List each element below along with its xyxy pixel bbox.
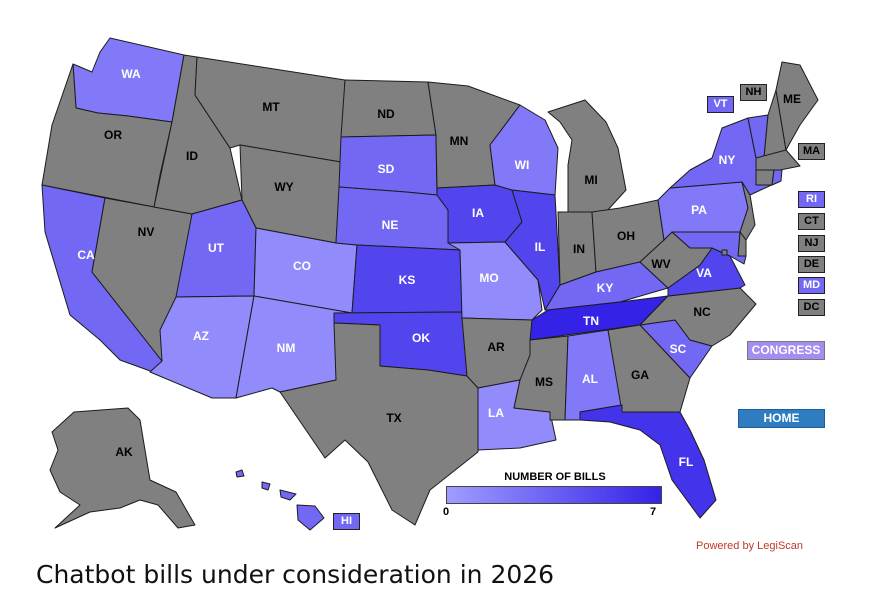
- state-MA[interactable]: [755, 149, 801, 171]
- label-LA: LA: [488, 406, 504, 420]
- label-CO: CO: [293, 259, 311, 273]
- state-box-MA[interactable]: MA: [798, 143, 825, 160]
- state-WI[interactable]: [489, 104, 559, 196]
- state-box-NJ[interactable]: NJ: [798, 235, 825, 252]
- legend-max-label: 7: [650, 506, 657, 518]
- label-AK: AK: [115, 445, 133, 459]
- label-NM: NM: [277, 341, 296, 355]
- label-SD: SD: [378, 162, 395, 176]
- label-WA: WA: [121, 67, 141, 81]
- state-AK[interactable]: [49, 407, 196, 529]
- state-box-RI[interactable]: RI: [798, 191, 825, 208]
- label-AL: AL: [582, 372, 598, 386]
- label-MN: MN: [450, 134, 469, 148]
- state-CT[interactable]: [755, 169, 775, 186]
- label-IN: IN: [573, 242, 585, 256]
- state-IL[interactable]: [504, 189, 561, 311]
- label-MT: MT: [262, 100, 280, 114]
- label-NV: NV: [138, 225, 155, 239]
- state-HI[interactable]: [235, 469, 325, 531]
- label-ME: ME: [783, 92, 801, 106]
- label-SC: SC: [670, 342, 687, 356]
- label-OH: OH: [617, 229, 635, 243]
- state-NC[interactable]: [639, 287, 757, 347]
- state-box-DC[interactable]: DC: [798, 299, 825, 316]
- label-IL: IL: [535, 240, 546, 254]
- label-GA: GA: [631, 368, 649, 382]
- label-KY: KY: [597, 281, 614, 295]
- label-OR: OR: [104, 128, 122, 142]
- label-TX: TX: [386, 411, 401, 425]
- state-GA[interactable]: [607, 324, 691, 413]
- label-OK: OK: [412, 331, 430, 345]
- label-IA: IA: [472, 206, 484, 220]
- us-map: WA OR CA NV ID MT WY UT AZ CO NM ND SD N…: [41, 37, 819, 531]
- label-AZ: AZ: [193, 329, 209, 343]
- label-ID: ID: [186, 149, 198, 163]
- label-KS: KS: [399, 273, 416, 287]
- state-box-VT[interactable]: VT: [707, 96, 734, 113]
- congress-button[interactable]: CONGRESS: [747, 341, 825, 360]
- label-NC: NC: [693, 305, 711, 319]
- state-FL[interactable]: [579, 404, 717, 519]
- label-UT: UT: [208, 241, 225, 255]
- label-FL: FL: [679, 455, 694, 469]
- label-CA: CA: [77, 248, 95, 262]
- home-button[interactable]: HOME: [738, 409, 825, 428]
- state-DC[interactable]: [721, 249, 728, 256]
- label-PA: PA: [691, 203, 707, 217]
- state-box-NH[interactable]: NH: [740, 84, 767, 101]
- state-TX[interactable]: [279, 322, 479, 526]
- state-box-CT[interactable]: CT: [798, 213, 825, 230]
- legend-min-label: 0: [443, 506, 450, 518]
- legend-gradient-bar: [446, 486, 662, 504]
- label-WI: WI: [515, 158, 530, 172]
- label-MO: MO: [479, 271, 498, 285]
- powered-by-link[interactable]: Powered by LegiScan: [696, 540, 804, 552]
- state-MD[interactable]: [671, 231, 747, 265]
- label-NE: NE: [382, 218, 399, 232]
- state-RI[interactable]: [771, 169, 783, 186]
- legend-title: NUMBER OF BILLS: [504, 471, 606, 483]
- label-MS: MS: [535, 375, 553, 389]
- state-MI[interactable]: [547, 99, 627, 213]
- label-WV: WV: [651, 257, 670, 271]
- label-TN: TN: [583, 314, 599, 328]
- caption: Chatbot bills under consideration in 202…: [36, 560, 555, 589]
- label-VA: VA: [696, 266, 712, 280]
- label-WY: WY: [274, 180, 293, 194]
- state-box-HI[interactable]: HI: [333, 513, 360, 530]
- label-NY: NY: [719, 153, 736, 167]
- label-MI: MI: [584, 173, 597, 187]
- state-box-DE[interactable]: DE: [798, 256, 825, 273]
- label-ND: ND: [377, 107, 395, 121]
- state-box-MD[interactable]: MD: [798, 277, 825, 294]
- label-AR: AR: [487, 340, 505, 354]
